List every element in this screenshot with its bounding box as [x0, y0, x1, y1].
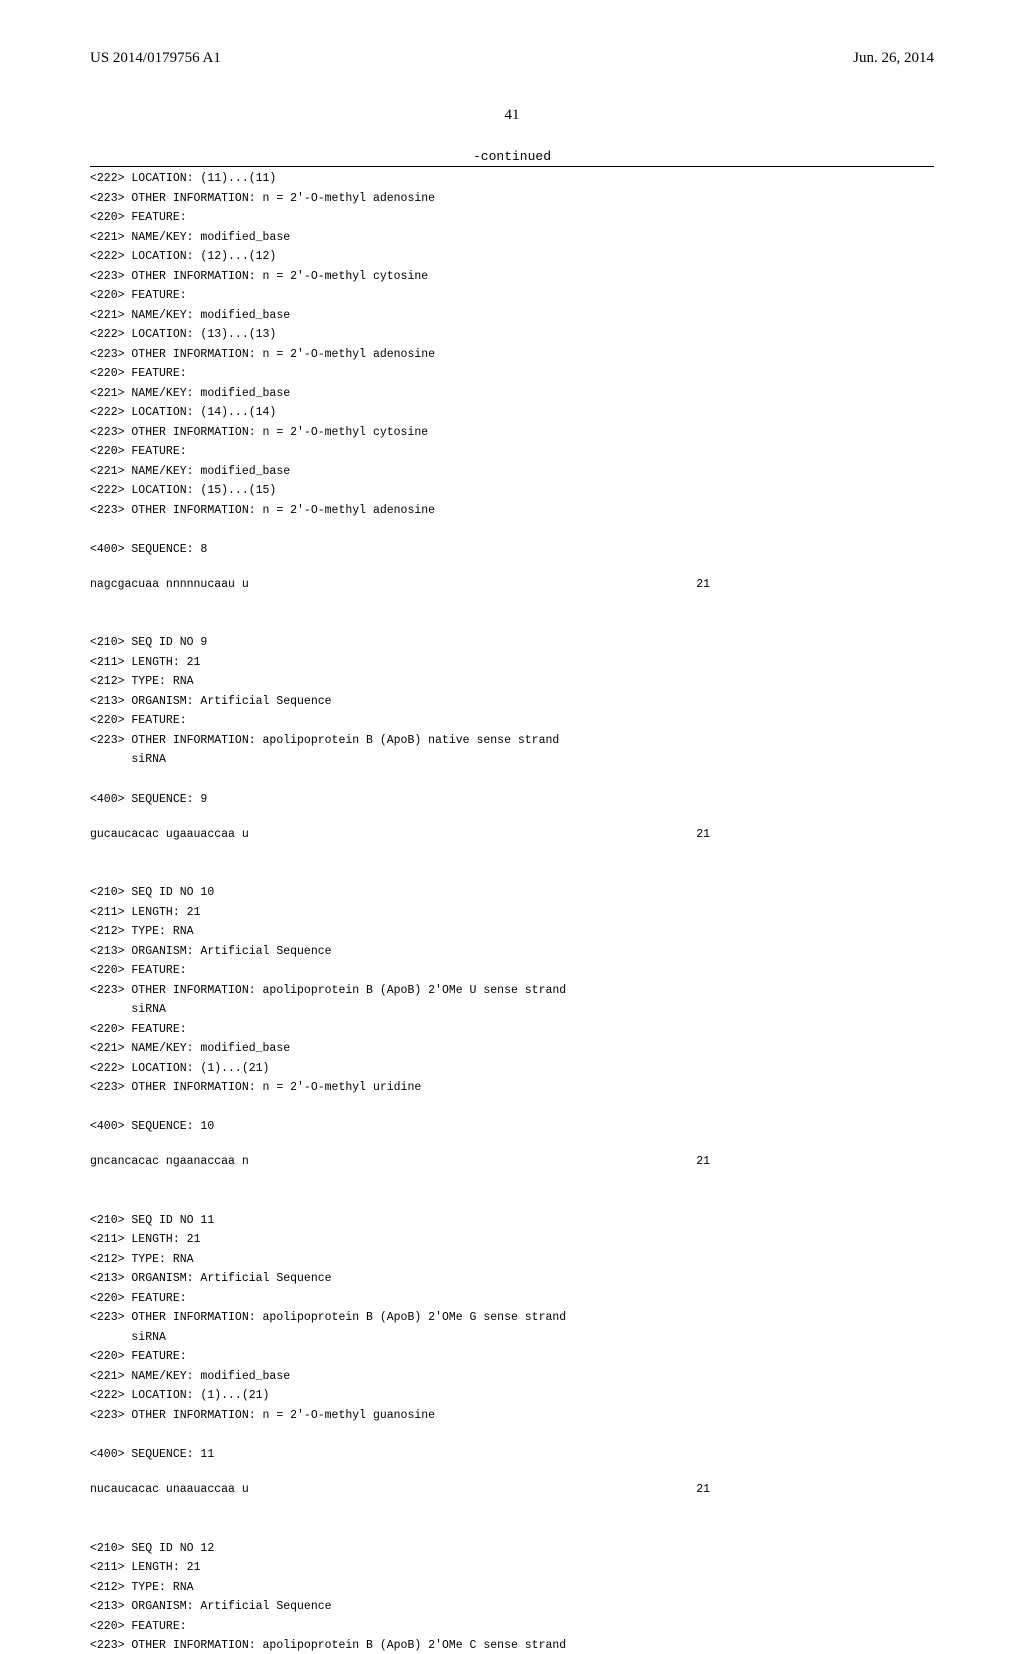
listing-line: <223> OTHER INFORMATION: n = 2'-O-methyl…	[90, 1080, 934, 1096]
listing-line: <211> LENGTH: 21	[90, 1560, 934, 1576]
blank-line	[90, 1193, 934, 1209]
listing-line: <223> OTHER INFORMATION: apolipoprotein …	[90, 983, 934, 999]
publication-date: Jun. 26, 2014	[853, 50, 934, 67]
listing-line: <223> OTHER INFORMATION: n = 2'-O-methyl…	[90, 269, 934, 285]
continued-label: -continued	[90, 149, 934, 164]
listing-line: <211> LENGTH: 21	[90, 1232, 934, 1248]
listing-line: siRNA	[90, 1002, 934, 1018]
listing-line: <223> OTHER INFORMATION: n = 2'-O-methyl…	[90, 1408, 934, 1424]
horizontal-rule	[90, 166, 934, 167]
page-container: US 2014/0179756 A1 Jun. 26, 2014 41 -con…	[0, 0, 1024, 1320]
page-header: US 2014/0179756 A1 Jun. 26, 2014	[90, 50, 934, 67]
sequence-text: nucaucacac unaauaccaa u	[90, 1482, 249, 1498]
listing-line: <221> NAME/KEY: modified_base	[90, 1041, 934, 1057]
listing-line: <222> LOCATION: (12)...(12)	[90, 249, 934, 265]
listing-line: <223> OTHER INFORMATION: apolipoprotein …	[90, 1310, 934, 1326]
listing-line: <212> TYPE: RNA	[90, 1252, 934, 1268]
listing-line: <210> SEQ ID NO 12	[90, 1541, 934, 1557]
listing-line: <223> OTHER INFORMATION: n = 2'-O-methyl…	[90, 425, 934, 441]
sequence-length: 21	[696, 827, 710, 843]
sequence-length: 21	[696, 1482, 710, 1498]
listing-line: <400> SEQUENCE: 11	[90, 1447, 934, 1463]
sequence-row: nagcgacuaa nnnnnucaau u 21	[90, 577, 710, 593]
listing-line: <220> FEATURE:	[90, 444, 934, 460]
listing-line: <222> LOCATION: (1)...(21)	[90, 1061, 934, 1077]
sequence-text: gncancacac ngaanaccaa n	[90, 1154, 249, 1170]
listing-line: <213> ORGANISM: Artificial Sequence	[90, 694, 934, 710]
listing-line: <220> FEATURE:	[90, 1291, 934, 1307]
listing-line: <223> OTHER INFORMATION: apolipoprotein …	[90, 1638, 934, 1654]
listing-line: <222> LOCATION: (1)...(21)	[90, 1388, 934, 1404]
publication-number: US 2014/0179756 A1	[90, 50, 221, 67]
blank-line	[90, 596, 934, 612]
listing-line: <220> FEATURE:	[90, 210, 934, 226]
blank-line	[90, 772, 934, 788]
blank-line	[90, 811, 934, 827]
sequence-listing: <222> LOCATION: (11)...(11) <223> OTHER I…	[90, 166, 934, 1654]
blank-line	[90, 616, 934, 632]
blank-line	[90, 1100, 934, 1116]
listing-line: <220> FEATURE:	[90, 713, 934, 729]
listing-line: siRNA	[90, 752, 934, 768]
listing-line: <223> OTHER INFORMATION: n = 2'-O-methyl…	[90, 191, 934, 207]
blank-line	[90, 561, 934, 577]
listing-line: <220> FEATURE:	[90, 366, 934, 382]
listing-line: <220> FEATURE:	[90, 963, 934, 979]
listing-line: <220> FEATURE:	[90, 1349, 934, 1365]
blank-line	[90, 866, 934, 882]
sequence-length: 21	[696, 1154, 710, 1170]
listing-line: <223> OTHER INFORMATION: apolipoprotein …	[90, 733, 934, 749]
listing-line: <221> NAME/KEY: modified_base	[90, 1369, 934, 1385]
listing-line: <210> SEQ ID NO 10	[90, 885, 934, 901]
listing-line: <213> ORGANISM: Artificial Sequence	[90, 1599, 934, 1615]
listing-line: <222> LOCATION: (14)...(14)	[90, 405, 934, 421]
blank-line	[90, 1174, 934, 1190]
listing-line: siRNA	[90, 1330, 934, 1346]
listing-line: <222> LOCATION: (15)...(15)	[90, 483, 934, 499]
sequence-text: gucaucacac ugaauaccaa u	[90, 827, 249, 843]
sequence-row: gucaucacac ugaauaccaa u 21	[90, 827, 710, 843]
sequence-row: gncancacac ngaanaccaa n 21	[90, 1154, 710, 1170]
listing-line: <210> SEQ ID NO 11	[90, 1213, 934, 1229]
blank-line	[90, 1139, 934, 1155]
listing-line: <212> TYPE: RNA	[90, 924, 934, 940]
listing-line: <213> ORGANISM: Artificial Sequence	[90, 944, 934, 960]
listing-line: <220> FEATURE:	[90, 288, 934, 304]
listing-line: <222> LOCATION: (13)...(13)	[90, 327, 934, 343]
listing-line: <210> SEQ ID NO 9	[90, 635, 934, 651]
listing-line: <400> SEQUENCE: 10	[90, 1119, 934, 1135]
sequence-length: 21	[696, 577, 710, 593]
listing-line: <221> NAME/KEY: modified_base	[90, 230, 934, 246]
page-number: 41	[90, 107, 934, 124]
sequence-row: nucaucacac unaauaccaa u 21	[90, 1482, 710, 1498]
listing-line: <223> OTHER INFORMATION: n = 2'-O-methyl…	[90, 503, 934, 519]
blank-line	[90, 1428, 934, 1444]
listing-line: <221> NAME/KEY: modified_base	[90, 464, 934, 480]
listing-line: <211> LENGTH: 21	[90, 905, 934, 921]
blank-line	[90, 522, 934, 538]
blank-line	[90, 1502, 934, 1518]
listing-line: <400> SEQUENCE: 9	[90, 792, 934, 808]
listing-line: <222> LOCATION: (11)...(11)	[90, 171, 934, 187]
blank-line	[90, 846, 934, 862]
listing-line: <220> FEATURE:	[90, 1022, 934, 1038]
listing-line: <221> NAME/KEY: modified_base	[90, 308, 934, 324]
blank-line	[90, 1521, 934, 1537]
listing-line: <211> LENGTH: 21	[90, 655, 934, 671]
listing-line: <223> OTHER INFORMATION: n = 2'-O-methyl…	[90, 347, 934, 363]
blank-line	[90, 1467, 934, 1483]
listing-line: <400> SEQUENCE: 8	[90, 542, 934, 558]
sequence-text: nagcgacuaa nnnnnucaau u	[90, 577, 249, 593]
listing-line: <221> NAME/KEY: modified_base	[90, 386, 934, 402]
listing-line: <220> FEATURE:	[90, 1619, 934, 1635]
listing-line: <212> TYPE: RNA	[90, 1580, 934, 1596]
listing-line: <213> ORGANISM: Artificial Sequence	[90, 1271, 934, 1287]
listing-line: <212> TYPE: RNA	[90, 674, 934, 690]
